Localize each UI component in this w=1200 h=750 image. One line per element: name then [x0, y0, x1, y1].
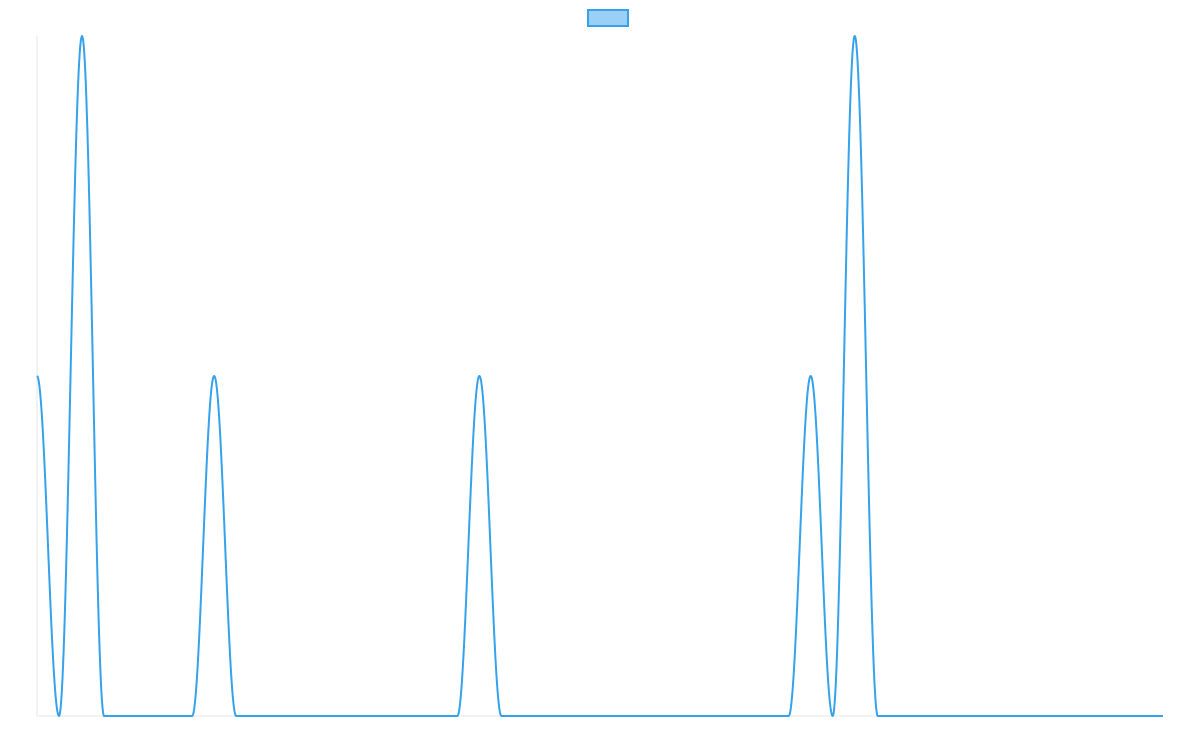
series-line-0: [36, 35, 1163, 717]
legend[interactable]: [587, 9, 629, 27]
axes: [36, 36, 1163, 717]
series-layer: [36, 35, 1163, 717]
legend-swatch[interactable]: [587, 9, 629, 27]
